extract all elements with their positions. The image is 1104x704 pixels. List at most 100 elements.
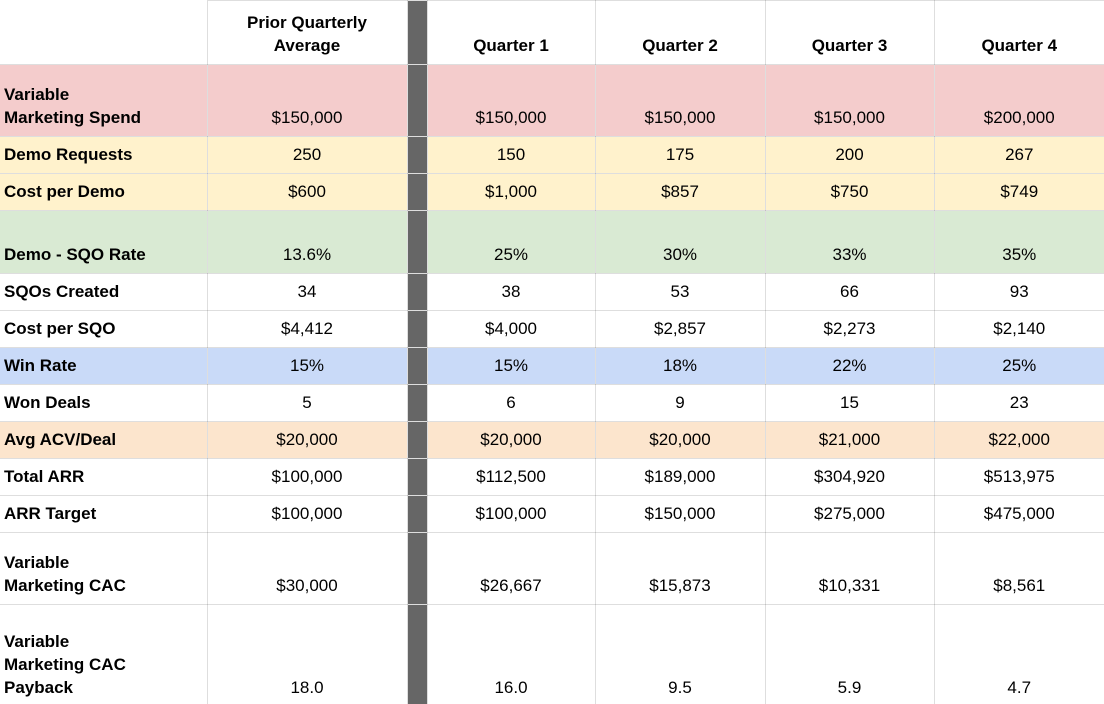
prior-average-value-cell[interactable]: $150,000 (206, 64, 408, 137)
quarter-2-value-cell[interactable]: 9 (594, 384, 766, 422)
prior-average-value-cell[interactable]: $100,000 (206, 458, 408, 496)
quarter-2-value-cell[interactable]: 175 (594, 136, 766, 174)
quarter-1-value-cell[interactable]: $4,000 (426, 310, 596, 348)
quarter-2-value-cell[interactable]: $2,857 (594, 310, 766, 348)
row-label-cell[interactable]: Won Deals (0, 384, 208, 422)
quarter-2-value-cell[interactable]: 18% (594, 347, 766, 385)
quarter-2-value-cell[interactable]: 9.5 (594, 604, 766, 704)
quarter-4-value-cell[interactable]: $2,140 (933, 310, 1104, 348)
row-label-cell[interactable]: Demo - SQO Rate (0, 210, 208, 274)
quarter-4-value-cell[interactable]: 93 (933, 273, 1104, 311)
row-label-cell[interactable]: Variable Marketing CAC (0, 532, 208, 605)
quarter-1-value-cell[interactable]: $1,000 (426, 173, 596, 211)
quarter-2-value-cell[interactable]: 30% (594, 210, 766, 274)
quarter-1-value-cell[interactable]: 150 (426, 136, 596, 174)
quarter-2-value-cell[interactable]: $15,873 (594, 532, 766, 605)
quarter-3-value-cell[interactable]: $275,000 (764, 495, 935, 533)
row-label-cell[interactable]: Total ARR (0, 458, 208, 496)
quarter-4-value-cell[interactable]: 4.7 (933, 604, 1104, 704)
quarter-3-value-cell[interactable]: 5.9 (764, 604, 935, 704)
divider-column-cell[interactable] (406, 384, 428, 422)
quarter-3-value-cell[interactable]: 22% (764, 347, 935, 385)
quarter-2-value-cell[interactable]: 53 (594, 273, 766, 311)
row-label: Win Rate (4, 356, 77, 375)
divider-column-cell[interactable] (406, 495, 428, 533)
row-label-cell[interactable]: ARR Target (0, 495, 208, 533)
quarter-3-value-cell[interactable]: $750 (764, 173, 935, 211)
prior-average-value-cell[interactable]: 13.6% (206, 210, 408, 274)
quarter-4-value-cell[interactable]: $749 (933, 173, 1104, 211)
quarter-2-value-cell[interactable]: $150,000 (594, 64, 766, 137)
divider-column-cell[interactable] (406, 458, 428, 496)
quarter-2-value-cell[interactable]: $857 (594, 173, 766, 211)
row-label-cell[interactable]: Demo Requests (0, 136, 208, 174)
divider-column-cell[interactable] (406, 310, 428, 348)
header-quarter-3[interactable]: Quarter 3 (764, 0, 935, 65)
divider-column-header[interactable] (406, 0, 428, 65)
quarter-4-value-cell[interactable]: 267 (933, 136, 1104, 174)
quarter-1-value-cell[interactable]: $112,500 (426, 458, 596, 496)
quarter-3-value-cell[interactable]: 200 (764, 136, 935, 174)
quarter-4-value-cell[interactable]: $475,000 (933, 495, 1104, 533)
quarter-1-value-cell[interactable]: $150,000 (426, 64, 596, 137)
row-label-cell[interactable]: Cost per Demo (0, 173, 208, 211)
quarter-1-value-cell[interactable]: 16.0 (426, 604, 596, 704)
row-label-cell[interactable]: Variable Marketing CAC Payback (0, 604, 208, 704)
quarter-4-value-cell[interactable]: $8,561 (933, 532, 1104, 605)
quarter-3-value-cell[interactable]: 15 (764, 384, 935, 422)
row-label-cell[interactable]: Win Rate (0, 347, 208, 385)
quarter-3-value-cell[interactable]: $10,331 (764, 532, 935, 605)
quarter-4-value-cell[interactable]: $22,000 (933, 421, 1104, 459)
prior-average-value-cell[interactable]: 5 (206, 384, 408, 422)
row-label-cell[interactable]: Cost per SQO (0, 310, 208, 348)
prior-average-value-cell[interactable]: $30,000 (206, 532, 408, 605)
header-quarter-4[interactable]: Quarter 4 (933, 0, 1104, 65)
quarter-4-value-cell[interactable]: $513,975 (933, 458, 1104, 496)
divider-column-cell[interactable] (406, 173, 428, 211)
quarter-2-value-cell[interactable]: $20,000 (594, 421, 766, 459)
divider-column-cell[interactable] (406, 64, 428, 137)
divider-column-cell[interactable] (406, 604, 428, 704)
header-empty-cell[interactable] (0, 0, 208, 65)
divider-column-cell[interactable] (406, 532, 428, 605)
prior-average-value-cell[interactable]: $600 (206, 173, 408, 211)
divider-column-cell[interactable] (406, 421, 428, 459)
quarter-1-value-cell[interactable]: 25% (426, 210, 596, 274)
quarter-1-value-cell[interactable]: $100,000 (426, 495, 596, 533)
prior-average-value-cell[interactable]: 18.0 (206, 604, 408, 704)
header-prior-quarterly-average[interactable]: Prior Quarterly Average (206, 0, 408, 65)
divider-column-cell[interactable] (406, 273, 428, 311)
quarter-1-value-cell[interactable]: 15% (426, 347, 596, 385)
prior-average-value-cell[interactable]: 250 (206, 136, 408, 174)
quarter-1-value-cell[interactable]: $20,000 (426, 421, 596, 459)
quarter-4-value-cell[interactable]: 35% (933, 210, 1104, 274)
divider-column-cell[interactable] (406, 347, 428, 385)
prior-average-value-cell[interactable]: $100,000 (206, 495, 408, 533)
quarter-3-value-cell[interactable]: 66 (764, 273, 935, 311)
quarter-4-value-cell[interactable]: 25% (933, 347, 1104, 385)
quarter-4-value-cell[interactable]: $200,000 (933, 64, 1104, 137)
prior-average-value-cell[interactable]: $20,000 (206, 421, 408, 459)
quarter-3-value-cell[interactable]: $150,000 (764, 64, 935, 137)
quarter-3-value-cell[interactable]: $21,000 (764, 421, 935, 459)
prior-average-value-cell[interactable]: $4,412 (206, 310, 408, 348)
quarter-2-value-cell[interactable]: $189,000 (594, 458, 766, 496)
quarter-3-value-cell[interactable]: 33% (764, 210, 935, 274)
divider-column-cell[interactable] (406, 210, 428, 274)
row-label-cell[interactable]: Avg ACV/Deal (0, 421, 208, 459)
quarter-1-value-cell[interactable]: $26,667 (426, 532, 596, 605)
row-label-cell[interactable]: Variable Marketing Spend (0, 64, 208, 137)
header-quarter-2[interactable]: Quarter 2 (594, 0, 766, 65)
quarter-2-value-cell[interactable]: $150,000 (594, 495, 766, 533)
prior-average-value-cell[interactable]: 34 (206, 273, 408, 311)
quarter-4-value-cell[interactable]: 23 (933, 384, 1104, 422)
quarter-1-value-cell[interactable]: 38 (426, 273, 596, 311)
divider-column-cell[interactable] (406, 136, 428, 174)
quarter-1-value-cell[interactable]: 6 (426, 384, 596, 422)
header-quarter-1[interactable]: Quarter 1 (426, 0, 596, 65)
table-row: Demo - SQO Rate 13.6% 25% 30% 33% 35% (0, 210, 1104, 274)
prior-average-value-cell[interactable]: 15% (206, 347, 408, 385)
quarter-3-value-cell[interactable]: $2,273 (764, 310, 935, 348)
row-label-cell[interactable]: SQOs Created (0, 273, 208, 311)
quarter-3-value-cell[interactable]: $304,920 (764, 458, 935, 496)
